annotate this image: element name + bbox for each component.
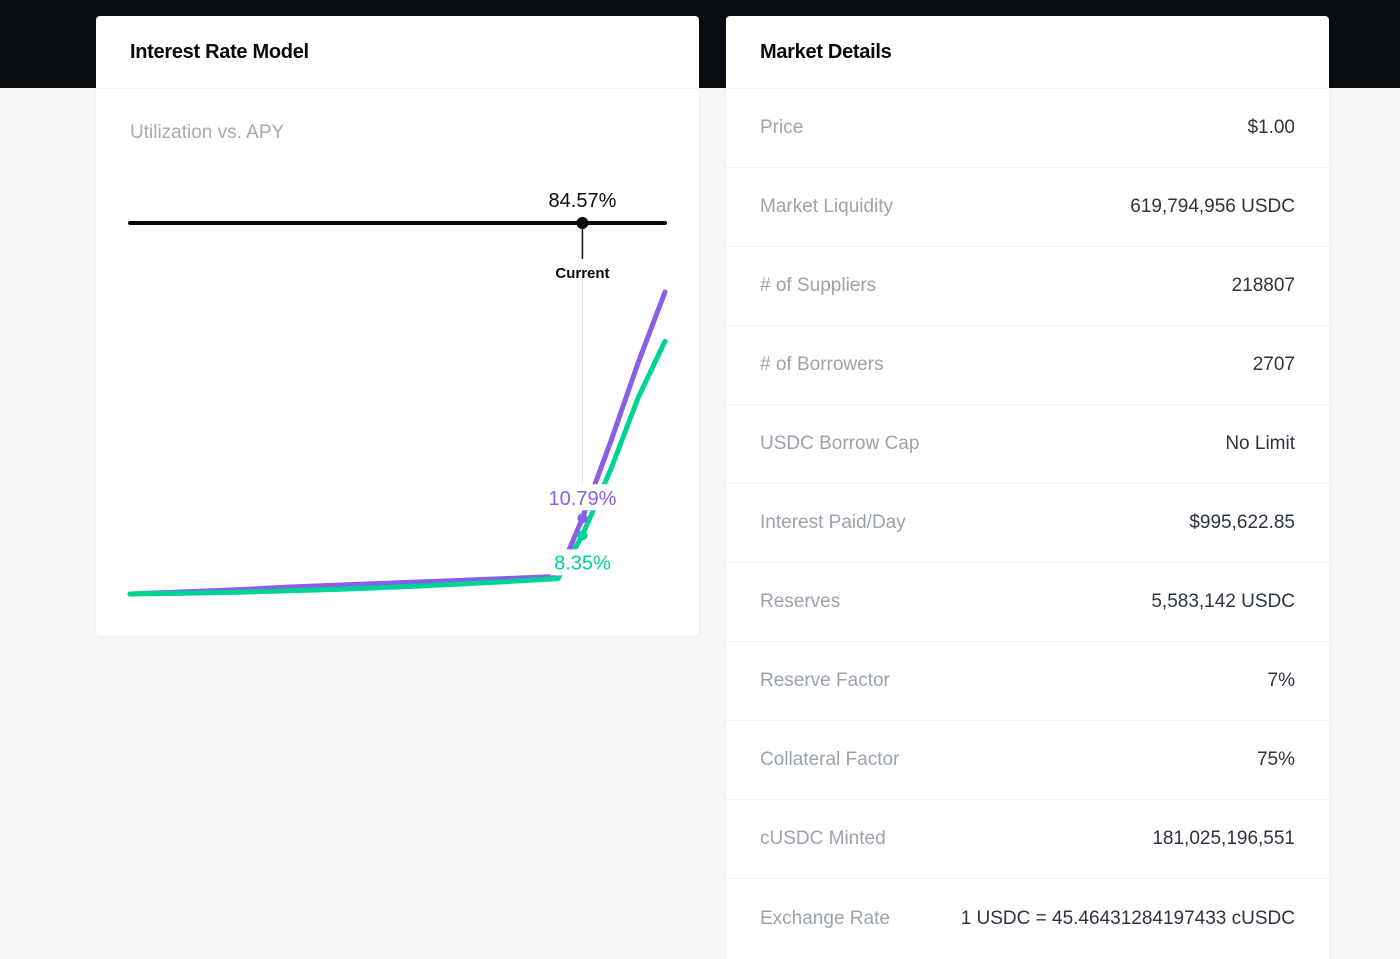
supply-label-backdrop bbox=[550, 549, 615, 576]
market-detail-row: Reserves 5,583,142 USDC bbox=[726, 563, 1329, 642]
market-detail-label: Price bbox=[760, 117, 804, 138]
market-detail-value: 218807 bbox=[1231, 275, 1295, 296]
market-detail-row: # of Suppliers 218807 bbox=[726, 247, 1329, 326]
market-detail-value: 1 USDC = 45.46431284197433 cUSDC bbox=[960, 907, 1295, 929]
supply-apy-label: 8.35% bbox=[554, 552, 611, 574]
market-detail-label: # of Borrowers bbox=[760, 354, 884, 375]
market-detail-row: Market Liquidity 619,794,956 USDC bbox=[726, 168, 1329, 247]
market-detail-label: # of Suppliers bbox=[760, 275, 877, 296]
borrow-label-backdrop bbox=[546, 484, 619, 511]
market-detail-value: 619,794,956 USDC bbox=[1130, 196, 1295, 217]
market-detail-row: cUSDC Minted 181,025,196,551 bbox=[726, 800, 1329, 879]
borrow-apy-label: 10.79% bbox=[549, 488, 617, 510]
market-detail-row: Price $1.00 bbox=[726, 89, 1329, 168]
chart-subtitle: Utilization vs. APY bbox=[130, 122, 285, 143]
borrow-apy-point bbox=[577, 513, 588, 524]
market-detail-value: 181,025,196,551 bbox=[1152, 828, 1295, 849]
market-detail-value: No Limit bbox=[1225, 433, 1295, 454]
interest-rate-model-panel: Interest Rate Model Utilization vs. APY … bbox=[96, 16, 699, 636]
market-details-panel: Market Details Price $1.00 Market Liquidit… bbox=[726, 16, 1329, 959]
utilization-marker bbox=[576, 217, 589, 229]
market-detail-label: cUSDC Minted bbox=[760, 828, 886, 849]
market-detail-label: Reserve Factor bbox=[760, 670, 890, 691]
current-label: Current bbox=[555, 265, 609, 282]
market-detail-value: $995,622.85 bbox=[1189, 512, 1295, 533]
market-detail-label: Collateral Factor bbox=[760, 749, 900, 770]
utilization-value-label: 84.57% bbox=[549, 190, 617, 212]
market-details-title: Market Details bbox=[726, 16, 1329, 89]
market-detail-value: $1.00 bbox=[1247, 117, 1295, 138]
market-detail-label: Exchange Rate bbox=[760, 907, 890, 929]
market-detail-row: Interest Paid/Day $995,622.85 bbox=[726, 484, 1329, 563]
market-detail-row: Exchange Rate 1 USDC = 45.46431284197433 … bbox=[726, 879, 1329, 958]
supply-apy-curve bbox=[127, 338, 668, 597]
market-detail-value: 5,583,142 USDC bbox=[1151, 591, 1295, 612]
market-detail-value: 2707 bbox=[1252, 354, 1295, 375]
supply-apy-point bbox=[577, 530, 588, 541]
market-detail-row: Reserve Factor 7% bbox=[726, 642, 1329, 721]
interest-rate-chart[interactable]: 84.57% Current 10.79% 8.35% bbox=[96, 16, 699, 636]
borrow-apy-curve bbox=[127, 289, 668, 597]
market-detail-row: USDC Borrow Cap No Limit bbox=[726, 405, 1329, 484]
market-detail-label: Market Liquidity bbox=[760, 196, 894, 217]
market-detail-label: Interest Paid/Day bbox=[760, 512, 906, 533]
market-detail-value: 7% bbox=[1267, 670, 1295, 691]
market-detail-row: # of Borrowers 2707 bbox=[726, 326, 1329, 405]
interest-rate-model-title: Interest Rate Model bbox=[96, 16, 699, 89]
market-detail-label: Reserves bbox=[760, 591, 841, 612]
market-detail-value: 75% bbox=[1256, 749, 1295, 770]
market-detail-label: USDC Borrow Cap bbox=[760, 433, 920, 454]
market-detail-row: Collateral Factor 75% bbox=[726, 721, 1329, 800]
